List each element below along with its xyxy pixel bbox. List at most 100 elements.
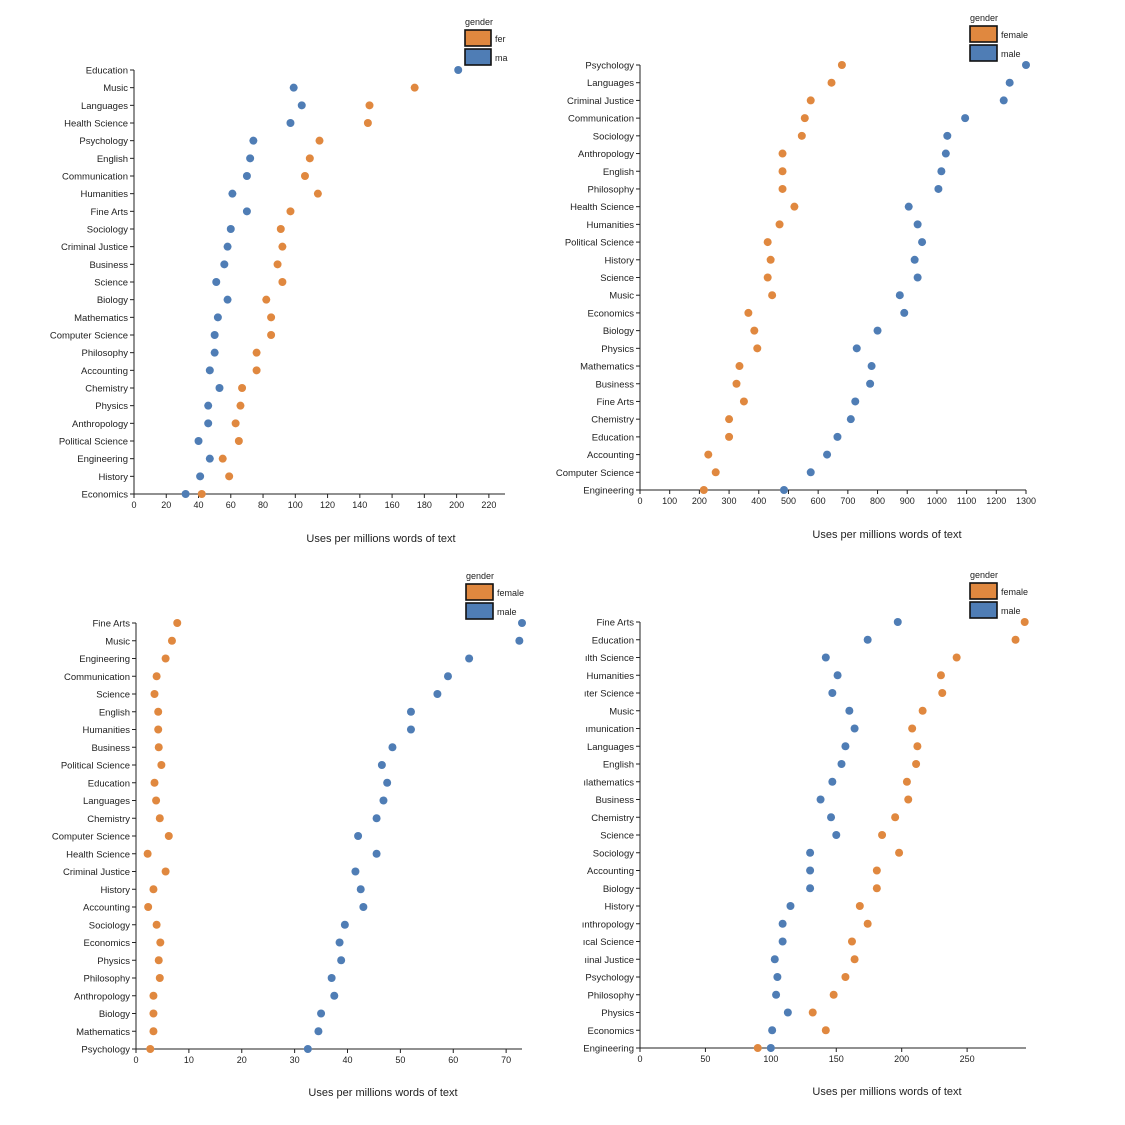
point-female	[152, 920, 161, 929]
x-tick-label: 30	[290, 1055, 300, 1065]
point-male	[806, 866, 815, 875]
y-tick-label: ımunication	[585, 724, 634, 735]
point-female	[913, 742, 922, 751]
point-male	[806, 468, 815, 477]
point-female	[152, 672, 161, 681]
point-female	[267, 331, 276, 339]
y-tick-label: Criminal Justice	[61, 242, 128, 253]
y-tick-label: Anthropology	[74, 991, 130, 1002]
point-female	[908, 724, 917, 733]
point-male	[335, 938, 344, 947]
legend-label: fer	[495, 34, 506, 44]
point-male	[372, 849, 381, 858]
point-male	[910, 255, 919, 264]
legend-title: gender	[970, 570, 998, 580]
point-male	[937, 167, 946, 176]
chart-funny: Psychology Languages Criminal Justice Commu…	[556, 13, 1036, 541]
y-tick-label: Education	[592, 635, 634, 646]
y-tick-label: Business	[89, 260, 128, 271]
y-tick-label: Chemistry	[591, 415, 634, 426]
point-male	[918, 238, 927, 247]
point-male	[852, 344, 861, 353]
x-tick-label: 100	[288, 500, 303, 510]
y-tick-label: Biology	[97, 295, 128, 306]
point-female	[154, 743, 163, 752]
y-tick-label: Economics	[588, 1026, 635, 1037]
legend-swatch-male	[464, 48, 492, 66]
point-male	[850, 724, 859, 733]
point-female	[149, 1027, 158, 1036]
y-tick-label: English	[99, 707, 130, 718]
point-female	[234, 437, 243, 445]
x-tick-label: 220	[481, 500, 496, 510]
point-female	[363, 119, 372, 127]
y-tick-label: Languages	[83, 796, 130, 807]
x-tick-label: 300	[722, 496, 737, 506]
point-female	[157, 761, 166, 769]
point-male	[770, 955, 779, 964]
point-male	[210, 331, 219, 339]
x-tick-label: 50	[700, 1054, 710, 1064]
y-tick-label: Health Science	[570, 202, 634, 213]
point-male	[999, 96, 1008, 105]
y-tick-label: Physics	[601, 344, 634, 355]
point-female	[837, 61, 846, 69]
chart-jerk: Fine Arts Music Engineering Communication Sc…	[52, 571, 526, 1099]
point-male	[372, 814, 381, 823]
point-male	[866, 379, 875, 388]
x-tick-label: 1300	[1016, 496, 1036, 506]
point-male	[895, 291, 904, 300]
point-female	[829, 990, 838, 999]
point-female	[891, 813, 900, 822]
point-male	[220, 260, 229, 269]
point-male	[780, 486, 789, 494]
y-tick-label: Engineering	[583, 1044, 634, 1055]
x-tick-label: 40	[194, 500, 204, 510]
y-tick-label: Physics	[97, 956, 130, 967]
point-male	[242, 207, 251, 216]
point-male	[833, 671, 842, 680]
y-tick-label: Computer Science	[50, 331, 128, 342]
x-tick-label: 700	[840, 496, 855, 506]
point-female	[143, 849, 152, 858]
x-tick-label: 1100	[957, 496, 976, 506]
y-tick-label: Accounting	[587, 866, 634, 877]
point-male	[893, 618, 902, 626]
point-female	[872, 884, 881, 893]
point-male	[904, 202, 913, 211]
point-female	[154, 707, 163, 716]
point-female	[763, 273, 772, 282]
point-male	[286, 119, 295, 127]
x-tick-label: 40	[342, 1055, 352, 1065]
y-tick-label: Sociology	[87, 225, 128, 236]
point-male	[515, 636, 524, 645]
point-male	[806, 884, 815, 893]
y-tick-label: Communication	[64, 672, 130, 683]
point-female	[725, 415, 734, 424]
x-tick-label: 0	[637, 496, 642, 506]
point-female	[278, 242, 287, 251]
point-female	[155, 974, 164, 982]
y-tick-label: Sociology	[593, 131, 634, 142]
point-female	[778, 184, 787, 193]
point-male	[833, 432, 842, 441]
y-tick-label: ıter Science	[584, 689, 634, 700]
point-male	[772, 990, 781, 999]
x-tick-label: 160	[385, 500, 400, 510]
legend-label: ma	[495, 53, 508, 63]
legend-swatch-female	[464, 29, 492, 47]
point-male	[934, 184, 943, 193]
point-female	[173, 619, 182, 627]
point-female	[841, 973, 850, 981]
y-tick-label: Humanities	[80, 189, 128, 200]
point-male	[210, 348, 219, 357]
y-tick-label: Music	[609, 706, 634, 717]
point-female	[753, 1044, 762, 1052]
y-tick-label: Anthropology	[72, 419, 128, 430]
y-tick-label: Accounting	[83, 903, 130, 914]
point-female	[895, 848, 904, 857]
y-tick-label: ınthropology	[582, 919, 635, 930]
x-tick-label: 200	[692, 496, 707, 506]
